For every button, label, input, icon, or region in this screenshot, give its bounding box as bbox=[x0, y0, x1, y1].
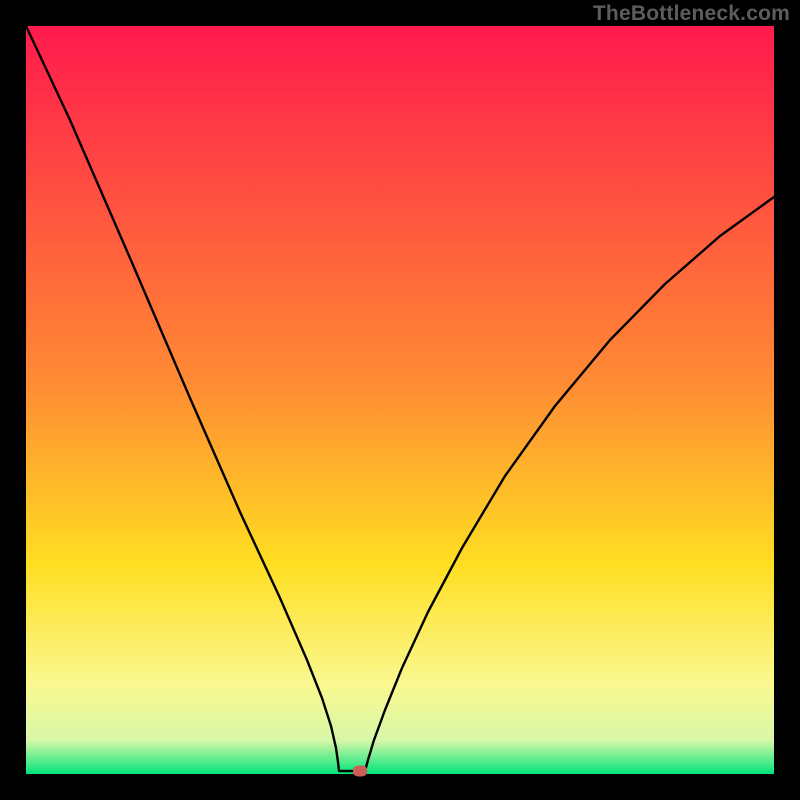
minimum-marker-dot bbox=[353, 766, 367, 777]
bottleneck-v-curve bbox=[0, 0, 800, 800]
watermark-text: TheBottleneck.com bbox=[593, 2, 790, 26]
chart-container: TheBottleneck.com bbox=[0, 0, 800, 800]
